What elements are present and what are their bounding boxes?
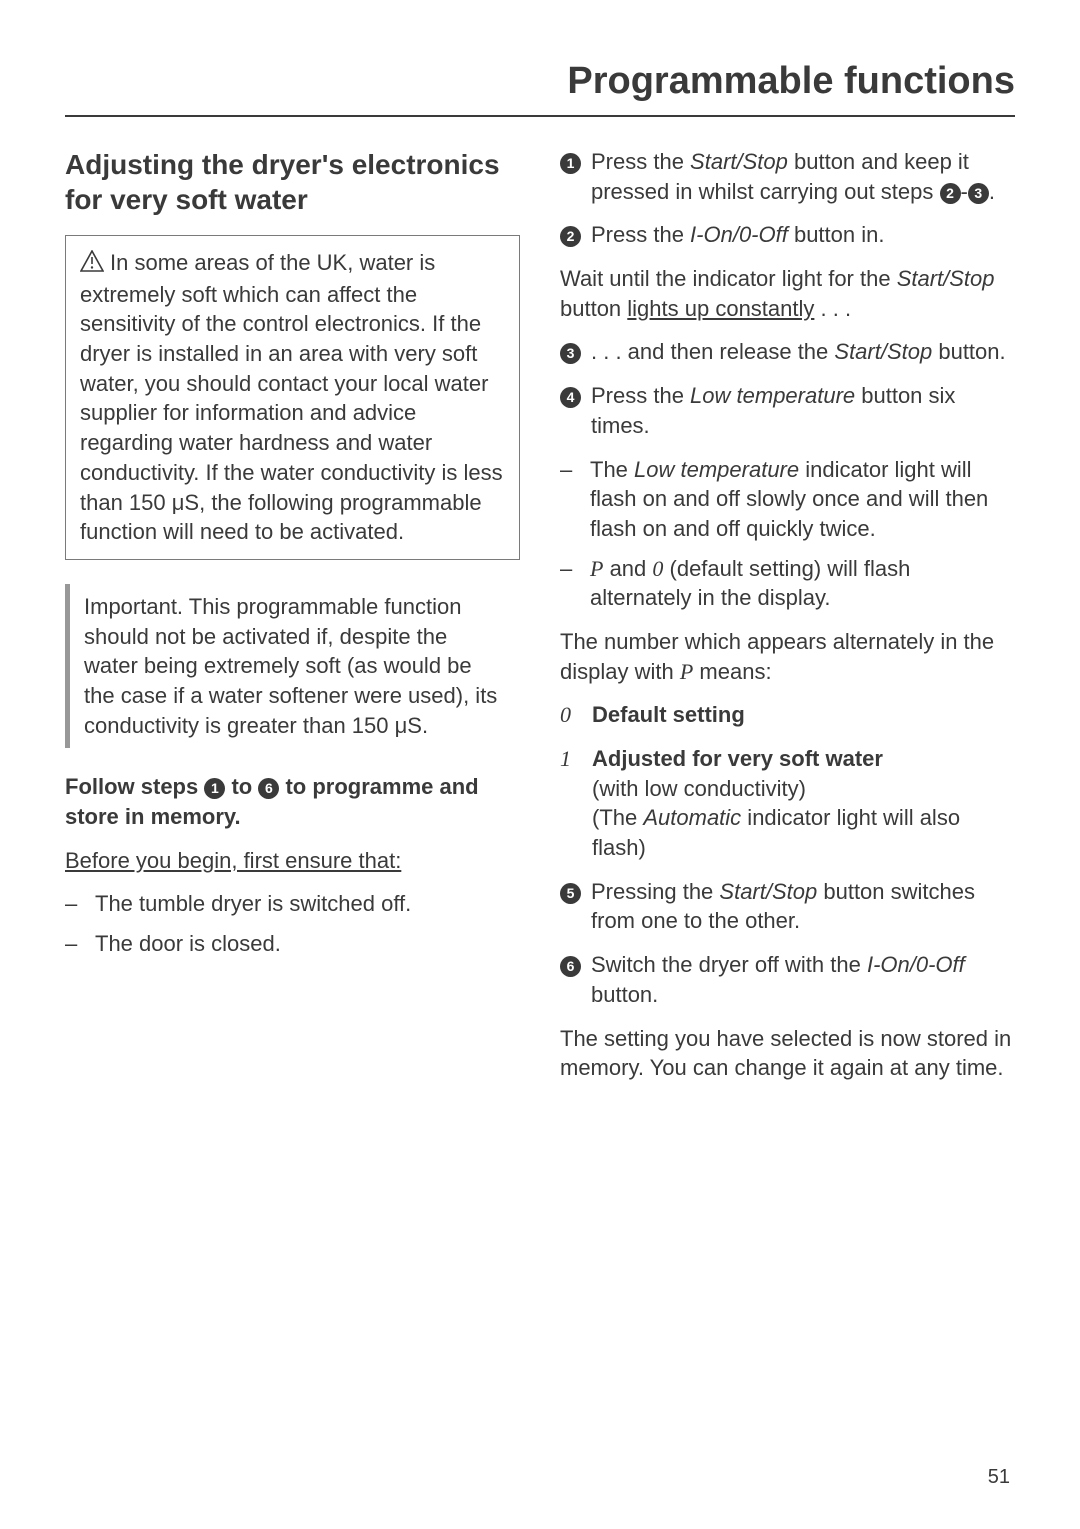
important-box: Important. This programmable function sh… xyxy=(65,584,520,748)
step-1: 1 Press the Start/Stop button and keep i… xyxy=(560,147,1015,206)
start-stop-label: Start/Stop xyxy=(719,879,817,904)
circled-2-icon: 2 xyxy=(560,226,581,247)
follow-mid: to xyxy=(225,774,258,799)
step-2-text: Press the I-On/0-Off button in. xyxy=(591,220,1015,250)
content-columns: Adjusting the dryer's electronics for ve… xyxy=(65,147,1015,1097)
t: button in. xyxy=(788,222,885,247)
step-5: 5 Pressing the Start/Stop button switche… xyxy=(560,877,1015,936)
step-5-text: Pressing the Start/Stop button switches … xyxy=(591,877,1015,936)
t: . . . xyxy=(814,296,851,321)
important-text: Important. This programmable function sh… xyxy=(84,594,497,738)
warning-text: In some areas of the UK, water is extrem… xyxy=(80,250,503,544)
dash-bullet-icon: – xyxy=(560,455,578,544)
t: The number which appears alternately in … xyxy=(560,629,994,684)
list-item: – The tumble dryer is switched off. xyxy=(65,889,520,919)
list-item: – The Low temperature indicator light wi… xyxy=(560,455,1015,544)
wait-text: Wait until the indicator light for the S… xyxy=(560,264,1015,323)
list-item: – The door is closed. xyxy=(65,929,520,959)
zero-symbol: 0 xyxy=(652,556,663,581)
def-symbol-0: 0 xyxy=(560,700,578,730)
dash-bullet-icon: – xyxy=(65,889,83,919)
p-symbol: P xyxy=(680,659,693,684)
definition-1: 1 Adjusted for very soft water (with low… xyxy=(560,744,1015,863)
circled-6-icon: 6 xyxy=(258,778,279,799)
t: . xyxy=(989,179,995,204)
t: The xyxy=(590,457,634,482)
list-item: – P and 0 (default setting) will flash a… xyxy=(560,554,1015,613)
t: Wait until the indicator light for the xyxy=(560,266,897,291)
p-and-0-result: P and 0 (default setting) will flash alt… xyxy=(590,554,1015,613)
low-temp-result: The Low temperature indicator light will… xyxy=(590,455,1015,544)
t: button. xyxy=(932,339,1005,364)
step-2: 2 Press the I-On/0-Off button in. xyxy=(560,220,1015,250)
dash-bullet-icon: – xyxy=(560,554,578,613)
follow-steps-heading: Follow steps 1 to 6 to programme and sto… xyxy=(65,772,520,831)
circled-5-icon: 5 xyxy=(560,883,581,904)
t: - xyxy=(961,179,968,204)
def-1-content: Adjusted for very soft water (with low c… xyxy=(592,744,1015,863)
t: means: xyxy=(693,659,771,684)
t: Press the xyxy=(591,222,690,247)
before-heading: Before you begin, first ensure that: xyxy=(65,846,520,876)
circled-6-icon: 6 xyxy=(560,956,581,977)
circled-3-icon: 3 xyxy=(968,183,989,204)
t: button xyxy=(560,296,627,321)
circled-3-icon: 3 xyxy=(560,343,581,364)
start-stop-label: Start/Stop xyxy=(897,266,995,291)
dash-bullet-icon: – xyxy=(65,929,83,959)
t: (The xyxy=(592,805,643,830)
warning-icon xyxy=(80,250,104,280)
circled-2-icon: 2 xyxy=(940,183,961,204)
low-temp-label: Low temperature xyxy=(634,457,799,482)
page-number: 51 xyxy=(988,1466,1010,1489)
on-off-label: I-On/0-Off xyxy=(690,222,788,247)
circled-1-icon: 1 xyxy=(560,153,581,174)
left-column: Adjusting the dryer's electronics for ve… xyxy=(65,147,520,1097)
step-4-text: Press the Low temperature button six tim… xyxy=(591,381,1015,440)
t: Press the xyxy=(591,149,690,174)
on-off-label: I-On/0-Off xyxy=(867,952,965,977)
page-title: Programmable functions xyxy=(65,60,1015,117)
def-symbol-1: 1 xyxy=(560,744,578,863)
follow-pre: Follow steps xyxy=(65,774,204,799)
t: button. xyxy=(591,982,658,1007)
t: Switch the dryer off with the xyxy=(591,952,867,977)
circled-1-icon: 1 xyxy=(204,778,225,799)
precondition-list: – The tumble dryer is switched off. – Th… xyxy=(65,889,520,958)
t: Press the xyxy=(591,383,690,408)
step-1-text: Press the Start/Stop button and keep it … xyxy=(591,147,1015,206)
def-1-label: Adjusted for very soft water xyxy=(592,746,883,771)
result-list: – The Low temperature indicator light wi… xyxy=(560,455,1015,613)
list-item-text: The door is closed. xyxy=(95,929,520,959)
step-4: 4 Press the Low temperature button six t… xyxy=(560,381,1015,440)
def-0-label: Default setting xyxy=(592,700,1015,730)
definition-0: 0 Default setting xyxy=(560,700,1015,730)
right-column: 1 Press the Start/Stop button and keep i… xyxy=(560,147,1015,1097)
low-temp-label: Low temperature xyxy=(690,383,855,408)
def-1-sub1: (with low conductivity) xyxy=(592,776,806,801)
t: . . . and then release the xyxy=(591,339,834,364)
list-item-text: The tumble dryer is switched off. xyxy=(95,889,520,919)
start-stop-label: Start/Stop xyxy=(690,149,788,174)
start-stop-label: Start/Stop xyxy=(834,339,932,364)
circled-4-icon: 4 xyxy=(560,387,581,408)
t: Pressing the xyxy=(591,879,719,904)
warning-box: In some areas of the UK, water is extrem… xyxy=(65,235,520,560)
step-3-text: . . . and then release the Start/Stop bu… xyxy=(591,337,1015,367)
number-meaning: The number which appears alternately in … xyxy=(560,627,1015,686)
step-3: 3 . . . and then release the Start/Stop … xyxy=(560,337,1015,367)
p-symbol: P xyxy=(590,556,603,581)
automatic-label: Automatic xyxy=(643,805,741,830)
t: lights up constantly xyxy=(627,296,814,321)
step-6-text: Switch the dryer off with the I-On/0-Off… xyxy=(591,950,1015,1009)
section-heading: Adjusting the dryer's electronics for ve… xyxy=(65,147,520,217)
step-6: 6 Switch the dryer off with the I-On/0-O… xyxy=(560,950,1015,1009)
stored-text: The setting you have selected is now sto… xyxy=(560,1024,1015,1083)
t: and xyxy=(603,556,652,581)
